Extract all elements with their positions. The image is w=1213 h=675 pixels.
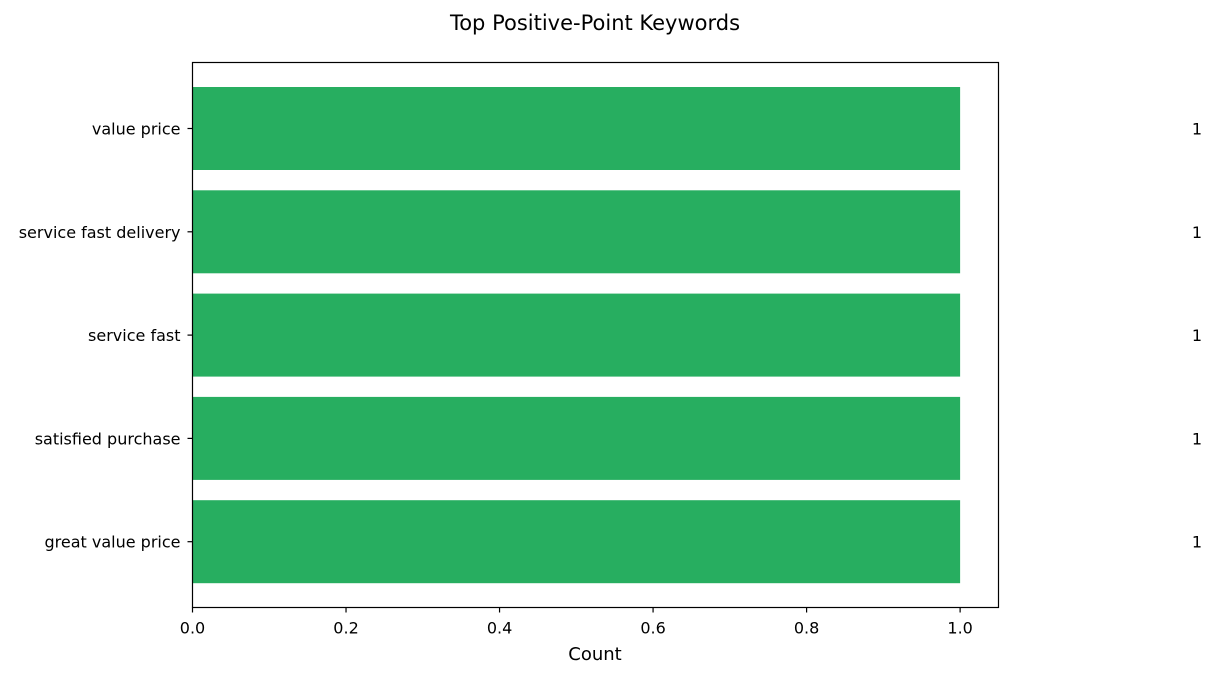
bars-layer	[192, 87, 961, 584]
chart-title: Top Positive-Point Keywords	[449, 11, 740, 35]
bar	[192, 293, 961, 377]
y-tick-label: value price	[92, 120, 181, 139]
y-tick-label: great value price	[45, 533, 181, 552]
x-tick-label: 0.0	[180, 619, 205, 638]
data-label: 1	[1192, 223, 1202, 242]
bar	[192, 396, 961, 480]
y-tick-label: service fast delivery	[19, 223, 181, 242]
data-label: 1	[1192, 429, 1202, 448]
x-tick-label: 0.6	[640, 619, 665, 638]
bar	[192, 87, 961, 170]
x-tick-label: 0.2	[333, 619, 358, 638]
bar	[192, 190, 961, 274]
x-tick-label: 0.4	[487, 619, 512, 638]
y-tick-label: satisfied purchase	[35, 429, 181, 448]
x-tick-label: 0.8	[794, 619, 819, 638]
data-label: 1	[1192, 533, 1202, 552]
x-tick-label: 1.0	[947, 619, 972, 638]
y-axis: value price service fast delivery service …	[19, 120, 193, 552]
y-tick-label: service fast	[88, 326, 180, 345]
data-label: 1	[1192, 326, 1202, 345]
bar	[192, 500, 961, 584]
data-label: 1	[1192, 120, 1202, 139]
data-labels: 1 1 1 1 1	[1192, 120, 1202, 552]
x-axis-title: Count	[568, 644, 621, 665]
x-axis: 0.0 0.2 0.4 0.6 0.8 1.0	[180, 607, 973, 638]
